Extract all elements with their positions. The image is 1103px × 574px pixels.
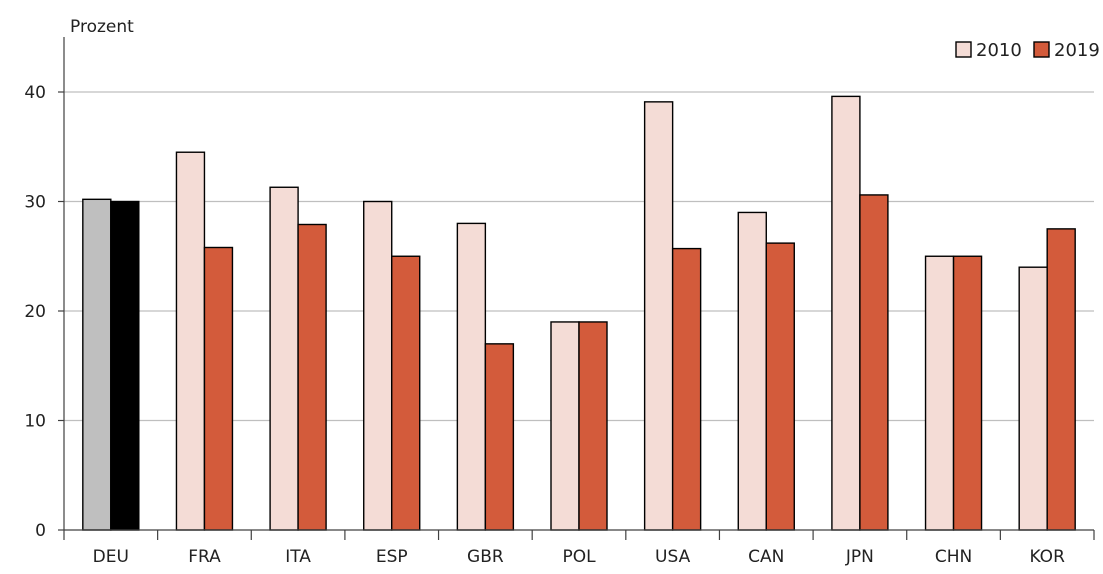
y-tick-label: 20 [24, 302, 46, 322]
bar-ita-2010 [269, 186, 299, 531]
bar-chn-2010 [924, 255, 955, 531]
bar-esp-2019 [391, 255, 421, 531]
bar-fra-2019 [203, 246, 234, 531]
y-axis-title: Prozent [70, 17, 134, 37]
y-tick-label: 30 [24, 193, 46, 213]
x-tick-label-chn: CHN [935, 547, 972, 567]
x-tick-label-usa: USA [655, 547, 691, 567]
legend-swatch-2019 [1033, 41, 1050, 58]
bar-deu-2019 [110, 200, 140, 531]
bar-jpn-2010 [831, 95, 861, 531]
bar-can-2010 [737, 211, 767, 531]
bar-kor-2010 [1018, 266, 1048, 531]
bar-kor-2019 [1046, 228, 1076, 531]
gridlines [58, 91, 1094, 531]
bars [82, 95, 1076, 531]
x-tick-label-can: CAN [748, 547, 784, 567]
bar-deu-2010 [82, 198, 112, 531]
x-tick-label-deu: DEU [93, 547, 129, 567]
y-tick-label: 40 [24, 83, 46, 103]
bar-gbr-2010 [456, 222, 487, 531]
x-tick-label-fra: FRA [188, 547, 221, 567]
bar-chn-2019 [952, 255, 983, 531]
bar-usa-2010 [643, 101, 674, 531]
bar-pol-2019 [578, 321, 608, 531]
x-tick-label-kor: KOR [1029, 547, 1065, 567]
bar-esp-2010 [363, 200, 393, 531]
bar-jpn-2019 [859, 194, 889, 531]
legend: 2010 2019 [955, 40, 1100, 61]
bar-gbr-2019 [484, 343, 515, 531]
x-tick-labels: DEU FRA ITA ESP GBR POL USA CAN JPN CHN KOR [63, 530, 1095, 567]
legend-label-2019: 2019 [1054, 40, 1100, 61]
x-tick-label-esp: ESP [376, 547, 408, 567]
x-tick-label-gbr: GBR [467, 547, 504, 567]
y-tick-label: 10 [24, 412, 46, 432]
x-tick-label-pol: POL [562, 547, 596, 567]
bar-can-2019 [765, 242, 795, 531]
x-tick-label-ita: ITA [285, 547, 311, 567]
legend-swatch-2010 [955, 41, 972, 58]
x-tick-label-jpn: JPN [845, 547, 874, 567]
bar-usa-2019 [671, 247, 702, 531]
bar-ita-2019 [297, 223, 327, 531]
legend-label-2010: 2010 [976, 40, 1022, 61]
axes [63, 37, 1094, 531]
bar-pol-2010 [550, 321, 580, 531]
y-tick-label: 0 [35, 521, 46, 541]
bar-fra-2010 [175, 151, 206, 531]
y-tick-labels: 0 10 20 30 40 [24, 83, 46, 541]
